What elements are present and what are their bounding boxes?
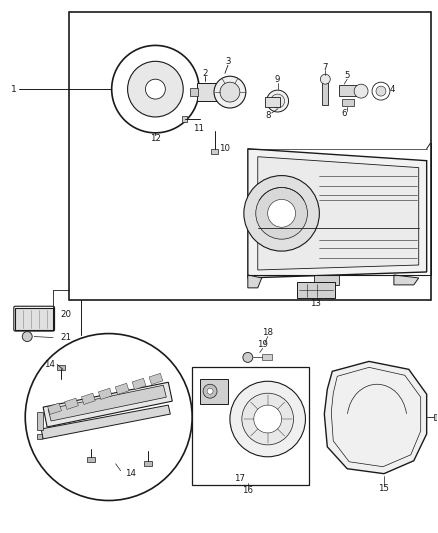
Circle shape <box>320 74 330 84</box>
Bar <box>15 308 53 329</box>
Circle shape <box>220 82 240 102</box>
Bar <box>265 97 279 107</box>
Text: 15: 15 <box>378 484 389 493</box>
Polygon shape <box>324 361 427 474</box>
Circle shape <box>127 61 183 117</box>
Bar <box>197 83 219 101</box>
Circle shape <box>242 393 293 445</box>
Text: 8: 8 <box>265 111 270 120</box>
Bar <box>192 367 309 484</box>
Bar <box>322 83 328 105</box>
Circle shape <box>256 188 307 239</box>
Polygon shape <box>248 275 262 288</box>
Circle shape <box>376 86 386 96</box>
Bar <box>190 88 198 96</box>
Circle shape <box>243 352 253 362</box>
Text: 10: 10 <box>219 144 230 154</box>
Circle shape <box>254 405 282 433</box>
Text: 5: 5 <box>344 71 350 80</box>
Bar <box>37 412 43 430</box>
Circle shape <box>267 90 289 112</box>
Circle shape <box>22 332 32 342</box>
Polygon shape <box>149 373 163 384</box>
Circle shape <box>230 381 305 457</box>
Text: 6: 6 <box>342 109 347 118</box>
Bar <box>69 12 431 300</box>
Text: 14: 14 <box>125 469 136 478</box>
Bar <box>262 354 272 360</box>
Circle shape <box>207 388 213 394</box>
Text: 11: 11 <box>193 124 204 133</box>
Bar <box>339 85 357 96</box>
Polygon shape <box>43 382 172 427</box>
Circle shape <box>25 334 192 500</box>
Polygon shape <box>81 393 95 405</box>
Text: 7: 7 <box>322 63 328 72</box>
Bar <box>200 379 228 404</box>
Circle shape <box>268 199 296 227</box>
Polygon shape <box>48 385 166 421</box>
Text: 17: 17 <box>234 474 245 483</box>
Bar <box>211 149 218 154</box>
Text: 1: 1 <box>11 85 17 94</box>
Polygon shape <box>248 149 427 278</box>
Text: 2: 2 <box>202 69 208 78</box>
Polygon shape <box>99 388 112 399</box>
Polygon shape <box>115 383 129 394</box>
Text: 3: 3 <box>225 57 231 66</box>
Text: 16: 16 <box>242 486 253 495</box>
Bar <box>182 116 187 122</box>
Text: 4: 4 <box>389 85 395 94</box>
Bar <box>297 282 335 298</box>
Text: 12: 12 <box>150 134 161 143</box>
Bar <box>37 434 42 439</box>
Circle shape <box>145 79 165 99</box>
Bar <box>434 414 438 420</box>
Circle shape <box>214 76 246 108</box>
Circle shape <box>354 84 368 98</box>
Text: 20: 20 <box>60 310 71 319</box>
Polygon shape <box>132 378 146 390</box>
Circle shape <box>372 82 390 100</box>
Text: 19: 19 <box>257 340 268 349</box>
Bar <box>87 457 95 462</box>
Text: 9: 9 <box>275 75 280 84</box>
Text: 21: 21 <box>60 333 71 342</box>
Text: 14: 14 <box>44 360 55 369</box>
Polygon shape <box>394 275 419 285</box>
Polygon shape <box>314 275 339 285</box>
Circle shape <box>203 384 217 398</box>
Text: 18: 18 <box>262 328 273 337</box>
Polygon shape <box>41 405 170 439</box>
Bar <box>342 99 354 106</box>
Polygon shape <box>48 403 61 414</box>
Circle shape <box>112 45 199 133</box>
Bar <box>145 461 152 466</box>
Circle shape <box>244 175 319 251</box>
Bar <box>57 365 65 370</box>
Polygon shape <box>64 398 78 409</box>
Circle shape <box>271 94 285 108</box>
Polygon shape <box>258 157 419 270</box>
Text: 13: 13 <box>310 299 321 308</box>
